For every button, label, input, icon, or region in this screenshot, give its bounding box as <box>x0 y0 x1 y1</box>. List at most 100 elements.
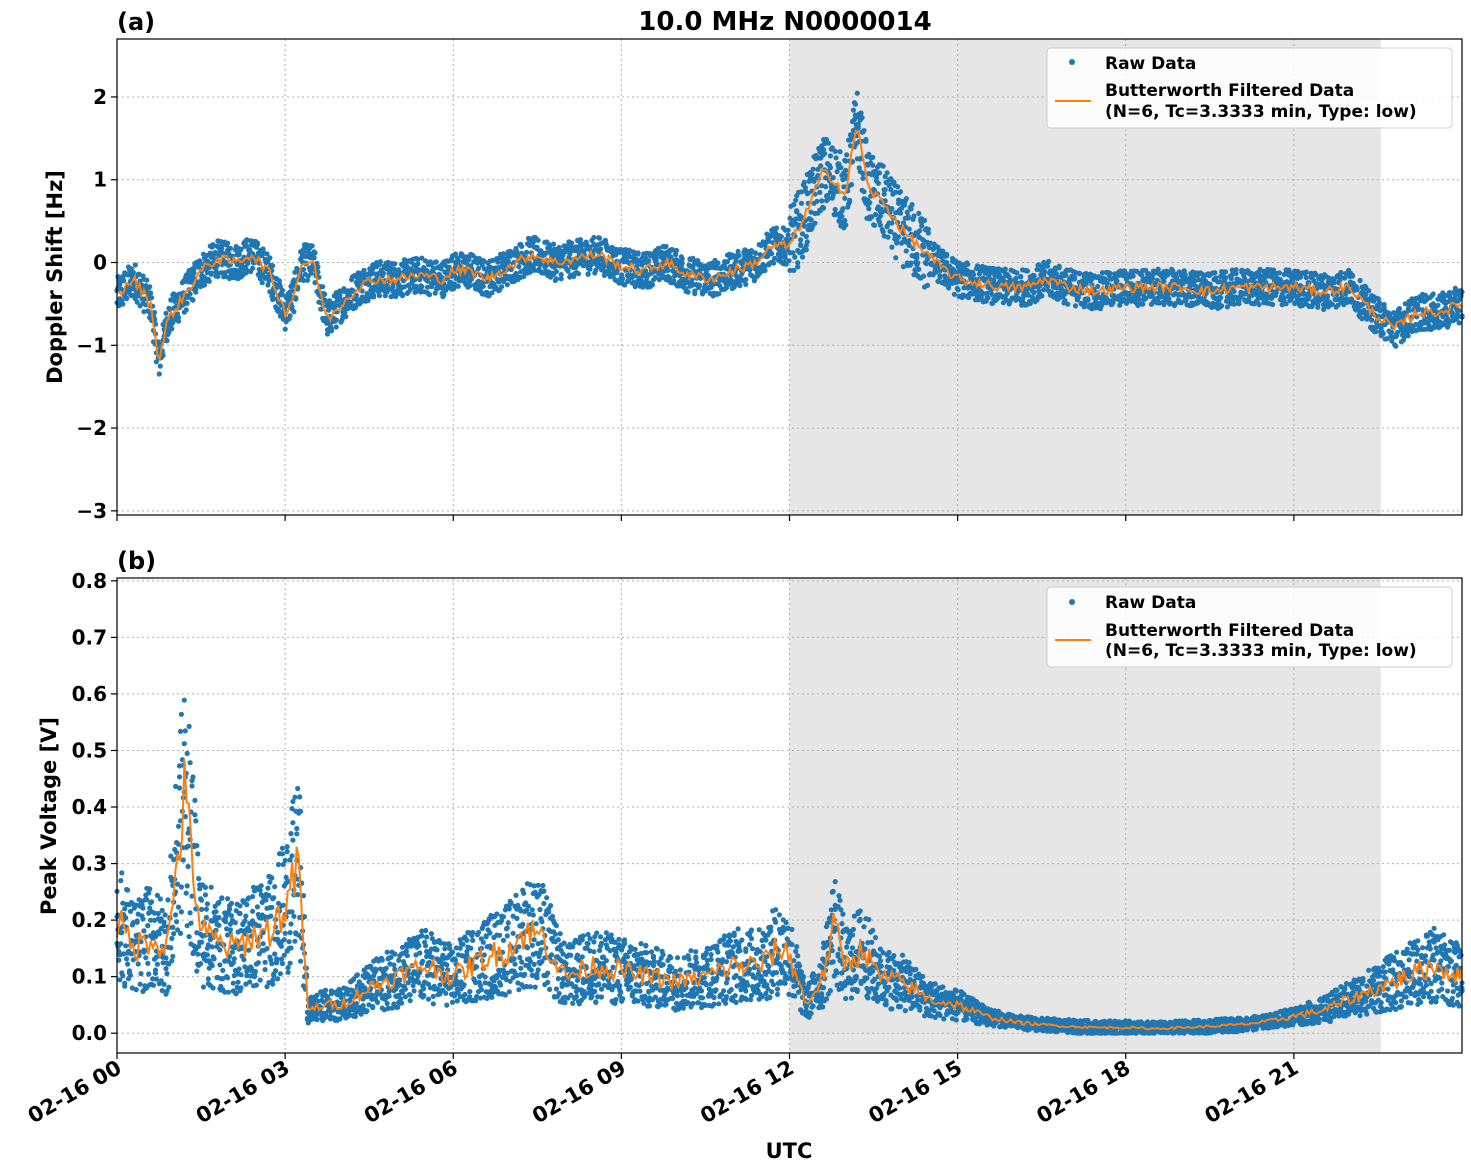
raw-data-point <box>1013 275 1019 281</box>
raw-data-point <box>889 220 895 226</box>
raw-data-point <box>861 128 867 134</box>
raw-data-point <box>320 284 326 290</box>
raw-data-point <box>198 961 204 967</box>
raw-data-point <box>924 282 931 288</box>
raw-data-point <box>897 210 904 216</box>
raw-data-point <box>225 240 231 246</box>
raw-data-point <box>1381 301 1387 308</box>
raw-data-point <box>328 326 334 332</box>
raw-data-point <box>1369 317 1375 323</box>
raw-data-point <box>199 906 205 913</box>
raw-data-point <box>884 170 890 176</box>
raw-data-point <box>323 987 329 993</box>
raw-data-point <box>279 292 285 298</box>
raw-data-point <box>225 975 231 981</box>
raw-data-point <box>138 971 144 977</box>
raw-data-point <box>809 171 815 177</box>
raw-data-point <box>144 277 150 283</box>
raw-data-point <box>280 902 286 908</box>
raw-data-point <box>176 774 183 780</box>
raw-data-point <box>311 255 317 261</box>
raw-data-point <box>556 244 562 251</box>
raw-data-point <box>134 299 140 305</box>
raw-data-point <box>735 248 741 254</box>
raw-data-point <box>872 222 878 228</box>
raw-data-point <box>205 976 211 982</box>
raw-data-point <box>257 977 263 983</box>
raw-data-point <box>294 825 300 832</box>
panel-a-legend-raw-marker <box>1069 59 1075 65</box>
raw-data-point <box>651 268 658 274</box>
raw-data-point <box>743 277 749 283</box>
raw-data-point <box>833 155 839 161</box>
raw-data-point <box>778 234 784 240</box>
raw-data-point <box>189 783 195 789</box>
raw-data-point <box>872 211 879 218</box>
raw-data-point <box>234 261 240 268</box>
raw-data-point <box>1018 274 1024 280</box>
raw-data-point <box>154 961 160 967</box>
raw-data-point <box>386 286 392 292</box>
raw-data-point <box>244 243 250 249</box>
raw-data-point <box>1031 273 1037 279</box>
raw-data-point <box>300 277 307 283</box>
raw-data-point <box>1357 277 1363 284</box>
raw-data-point <box>203 906 209 912</box>
raw-data-point <box>177 930 184 937</box>
raw-data-point <box>184 300 190 306</box>
raw-data-point <box>1014 270 1020 276</box>
raw-data-point <box>211 956 217 962</box>
raw-data-point <box>1372 329 1379 335</box>
raw-data-point <box>508 266 514 273</box>
raw-data-point <box>917 228 923 234</box>
raw-data-point <box>181 697 187 703</box>
raw-data-point <box>601 272 608 278</box>
raw-data-point <box>671 278 677 284</box>
raw-data-point <box>1166 295 1172 302</box>
raw-data-point <box>1072 276 1078 282</box>
raw-data-point <box>275 306 282 312</box>
raw-data-point <box>309 243 315 249</box>
raw-data-point <box>157 896 163 902</box>
raw-data-point <box>227 245 233 251</box>
raw-data-point <box>1056 265 1062 271</box>
raw-data-point <box>124 956 130 962</box>
raw-data-point <box>1231 288 1237 294</box>
raw-data-point <box>270 981 276 987</box>
raw-data-point <box>905 213 911 219</box>
raw-data-point <box>1076 271 1082 277</box>
raw-data-point <box>748 248 755 254</box>
raw-data-point <box>490 257 496 263</box>
raw-data-point <box>889 206 895 212</box>
raw-data-point <box>282 857 288 864</box>
raw-data-point <box>906 226 912 232</box>
raw-data-point <box>119 929 125 936</box>
raw-data-point <box>1366 288 1372 294</box>
raw-data-point <box>291 309 297 315</box>
raw-data-point <box>227 927 233 933</box>
raw-data-point <box>1045 263 1051 269</box>
raw-data-point <box>553 276 560 282</box>
raw-data-point <box>295 892 301 898</box>
raw-data-point <box>130 269 136 275</box>
raw-data-point <box>178 711 184 717</box>
raw-data-point <box>332 303 338 309</box>
raw-data-point <box>127 972 134 978</box>
raw-data-point <box>877 222 884 228</box>
raw-data-point <box>769 251 775 257</box>
raw-data-point <box>275 929 281 936</box>
raw-data-point <box>598 246 604 252</box>
raw-data-point <box>259 280 265 286</box>
raw-data-point <box>914 255 920 261</box>
raw-data-point <box>1303 274 1309 281</box>
raw-data-point <box>287 960 293 966</box>
raw-data-point <box>237 910 243 917</box>
raw-data-point <box>223 273 229 280</box>
raw-data-point <box>297 794 303 800</box>
raw-data-point <box>284 844 290 850</box>
raw-data-point <box>200 984 207 990</box>
raw-data-point <box>187 760 193 766</box>
raw-data-point <box>751 278 758 284</box>
raw-data-point <box>622 282 628 288</box>
raw-data-point <box>870 154 876 160</box>
